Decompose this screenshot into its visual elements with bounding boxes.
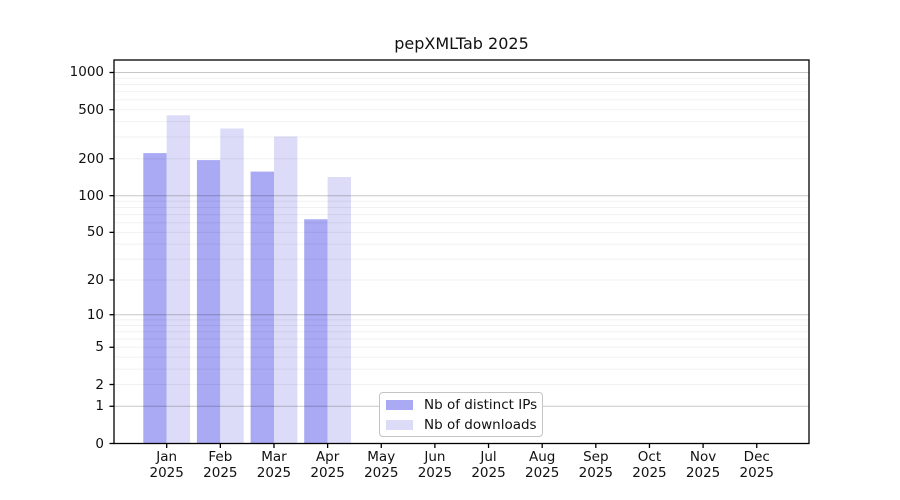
bar-downloads-feb bbox=[220, 128, 244, 444]
x-tick-label-jun: Jun 2025 bbox=[417, 448, 453, 482]
chart-title: pepXMLTab 2025 bbox=[394, 34, 529, 53]
y-tick-label: 100 bbox=[78, 187, 104, 204]
legend-swatch-downloads-icon bbox=[386, 419, 413, 430]
x-tick-label-feb: Feb 2025 bbox=[203, 448, 238, 482]
legend-item-distinct-ips: Nb of distinct IPs bbox=[386, 396, 538, 413]
y-tick-label: 50 bbox=[86, 224, 104, 241]
y-tick-label: 5 bbox=[95, 339, 104, 356]
x-tick-label-aug: Aug 2025 bbox=[524, 448, 560, 482]
x-tick-label-may: May 2025 bbox=[364, 448, 399, 482]
legend-label-downloads: Nb of downloads bbox=[424, 416, 537, 433]
y-tick-label: 200 bbox=[78, 150, 104, 167]
y-tick-label: 0 bbox=[95, 435, 104, 452]
legend-swatch-distinct-ips-icon bbox=[386, 399, 413, 410]
y-tick-label: 2 bbox=[95, 376, 104, 393]
bar-downloads-apr bbox=[327, 177, 351, 444]
y-tick-label: 1 bbox=[95, 398, 104, 415]
plot-border bbox=[113, 59, 810, 445]
bar-downloads-mar bbox=[274, 136, 298, 444]
legend-item-downloads: Nb of downloads bbox=[386, 416, 537, 433]
legend-label-distinct-ips: Nb of distinct IPs bbox=[424, 396, 538, 413]
bar-distinct-ips-feb bbox=[196, 160, 221, 444]
y-tick-label: 20 bbox=[86, 272, 104, 288]
x-tick-label-jan: Jan 2025 bbox=[149, 448, 184, 482]
x-tick-label-mar: Mar 2025 bbox=[256, 448, 292, 482]
x-tick-label-dec: Dec 2025 bbox=[739, 448, 774, 482]
bar-downloads-jan bbox=[166, 115, 191, 444]
bar-distinct-ips-jan bbox=[143, 153, 167, 444]
x-tick-label-jul: Jul 2025 bbox=[471, 448, 506, 482]
y-tick-label: 500 bbox=[78, 101, 104, 118]
y-tick-label: 10 bbox=[86, 306, 104, 323]
x-tick-label-oct: Oct 2025 bbox=[632, 448, 667, 482]
x-tick-label-apr: Apr 2025 bbox=[310, 448, 345, 482]
x-tick-label-nov: Nov 2025 bbox=[685, 448, 721, 482]
y-tick-label: 1000 bbox=[69, 64, 104, 81]
bar-distinct-ips-mar bbox=[250, 171, 274, 444]
legend: Nb of distinct IPs Nb of downloads bbox=[379, 392, 543, 437]
x-tick-label-sep: Sep 2025 bbox=[578, 448, 613, 482]
bar-distinct-ips-apr bbox=[304, 219, 328, 444]
